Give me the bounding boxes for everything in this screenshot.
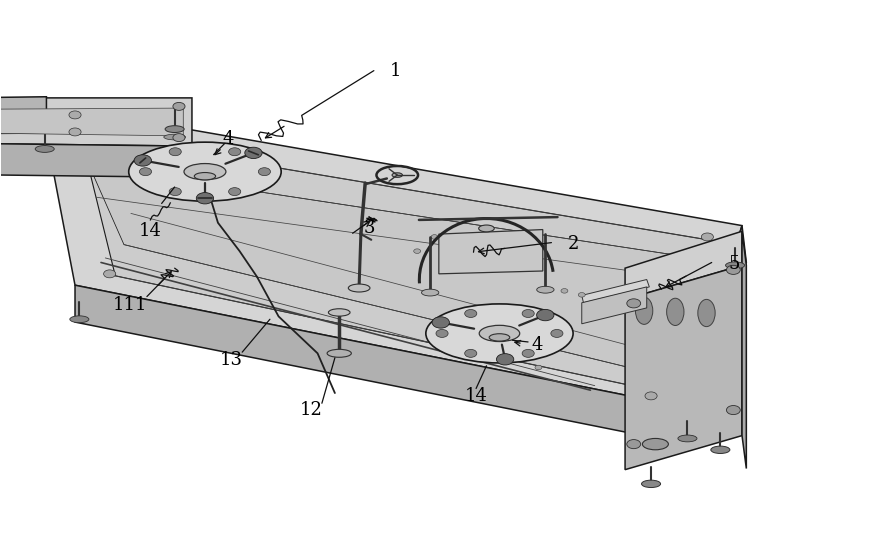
Circle shape: [134, 155, 151, 166]
Text: 4: 4: [531, 337, 542, 354]
Ellipse shape: [698, 299, 715, 327]
Ellipse shape: [635, 297, 653, 324]
Ellipse shape: [426, 304, 573, 363]
Circle shape: [414, 249, 421, 254]
Polygon shape: [581, 287, 647, 324]
Ellipse shape: [711, 446, 730, 454]
Text: 14: 14: [139, 222, 162, 240]
Circle shape: [726, 266, 740, 274]
Circle shape: [522, 309, 534, 318]
Text: 1: 1: [390, 62, 401, 80]
Polygon shape: [0, 96, 46, 134]
Circle shape: [431, 235, 438, 239]
Ellipse shape: [678, 435, 697, 442]
Polygon shape: [81, 135, 716, 392]
Polygon shape: [0, 108, 183, 136]
Text: 5: 5: [728, 255, 740, 273]
Circle shape: [173, 102, 185, 111]
Circle shape: [627, 440, 640, 449]
Circle shape: [465, 350, 477, 357]
Ellipse shape: [489, 334, 510, 341]
Text: 3: 3: [364, 220, 375, 237]
Polygon shape: [439, 230, 543, 274]
Circle shape: [432, 317, 449, 328]
Circle shape: [245, 147, 262, 159]
Polygon shape: [581, 280, 649, 303]
Circle shape: [537, 309, 554, 321]
Circle shape: [196, 192, 214, 204]
Ellipse shape: [641, 480, 660, 488]
Ellipse shape: [129, 142, 282, 201]
Polygon shape: [625, 231, 742, 299]
Circle shape: [535, 365, 542, 370]
Circle shape: [457, 354, 464, 358]
Ellipse shape: [392, 173, 402, 177]
Ellipse shape: [165, 126, 184, 132]
Ellipse shape: [70, 316, 89, 322]
Ellipse shape: [163, 134, 185, 140]
Circle shape: [229, 188, 241, 196]
Ellipse shape: [328, 309, 350, 316]
Circle shape: [561, 288, 568, 293]
Text: 2: 2: [567, 235, 579, 253]
Polygon shape: [40, 104, 742, 407]
Ellipse shape: [667, 298, 684, 326]
Ellipse shape: [479, 225, 494, 232]
Circle shape: [726, 405, 740, 415]
Ellipse shape: [421, 289, 439, 296]
Text: 4: 4: [222, 130, 234, 149]
Text: 12: 12: [300, 401, 323, 419]
Circle shape: [496, 353, 514, 365]
Circle shape: [69, 128, 81, 136]
Polygon shape: [625, 266, 742, 470]
Text: 111: 111: [112, 296, 147, 314]
Circle shape: [139, 167, 151, 176]
Polygon shape: [742, 231, 746, 468]
Circle shape: [578, 293, 585, 297]
Ellipse shape: [726, 262, 745, 269]
Ellipse shape: [184, 164, 226, 180]
Circle shape: [173, 134, 185, 141]
Ellipse shape: [479, 325, 520, 341]
Text: 14: 14: [465, 387, 488, 405]
Circle shape: [522, 350, 534, 357]
Polygon shape: [40, 104, 75, 146]
Circle shape: [448, 238, 455, 243]
Circle shape: [169, 148, 182, 156]
Circle shape: [518, 308, 525, 313]
Polygon shape: [0, 98, 192, 146]
Circle shape: [258, 167, 270, 176]
Circle shape: [465, 309, 477, 318]
Circle shape: [551, 330, 563, 338]
Ellipse shape: [35, 146, 54, 152]
Polygon shape: [75, 285, 686, 444]
Polygon shape: [0, 143, 192, 177]
Ellipse shape: [642, 438, 668, 450]
Circle shape: [103, 270, 116, 278]
Circle shape: [627, 299, 640, 308]
Ellipse shape: [348, 284, 370, 292]
Circle shape: [645, 392, 657, 400]
Circle shape: [436, 330, 448, 338]
Circle shape: [169, 188, 182, 196]
Text: 13: 13: [220, 351, 242, 369]
Ellipse shape: [327, 350, 351, 357]
Polygon shape: [90, 166, 707, 373]
Circle shape: [701, 233, 713, 241]
Circle shape: [229, 148, 241, 156]
Circle shape: [69, 111, 81, 119]
Ellipse shape: [537, 286, 554, 293]
Ellipse shape: [195, 172, 216, 180]
Polygon shape: [686, 225, 746, 444]
